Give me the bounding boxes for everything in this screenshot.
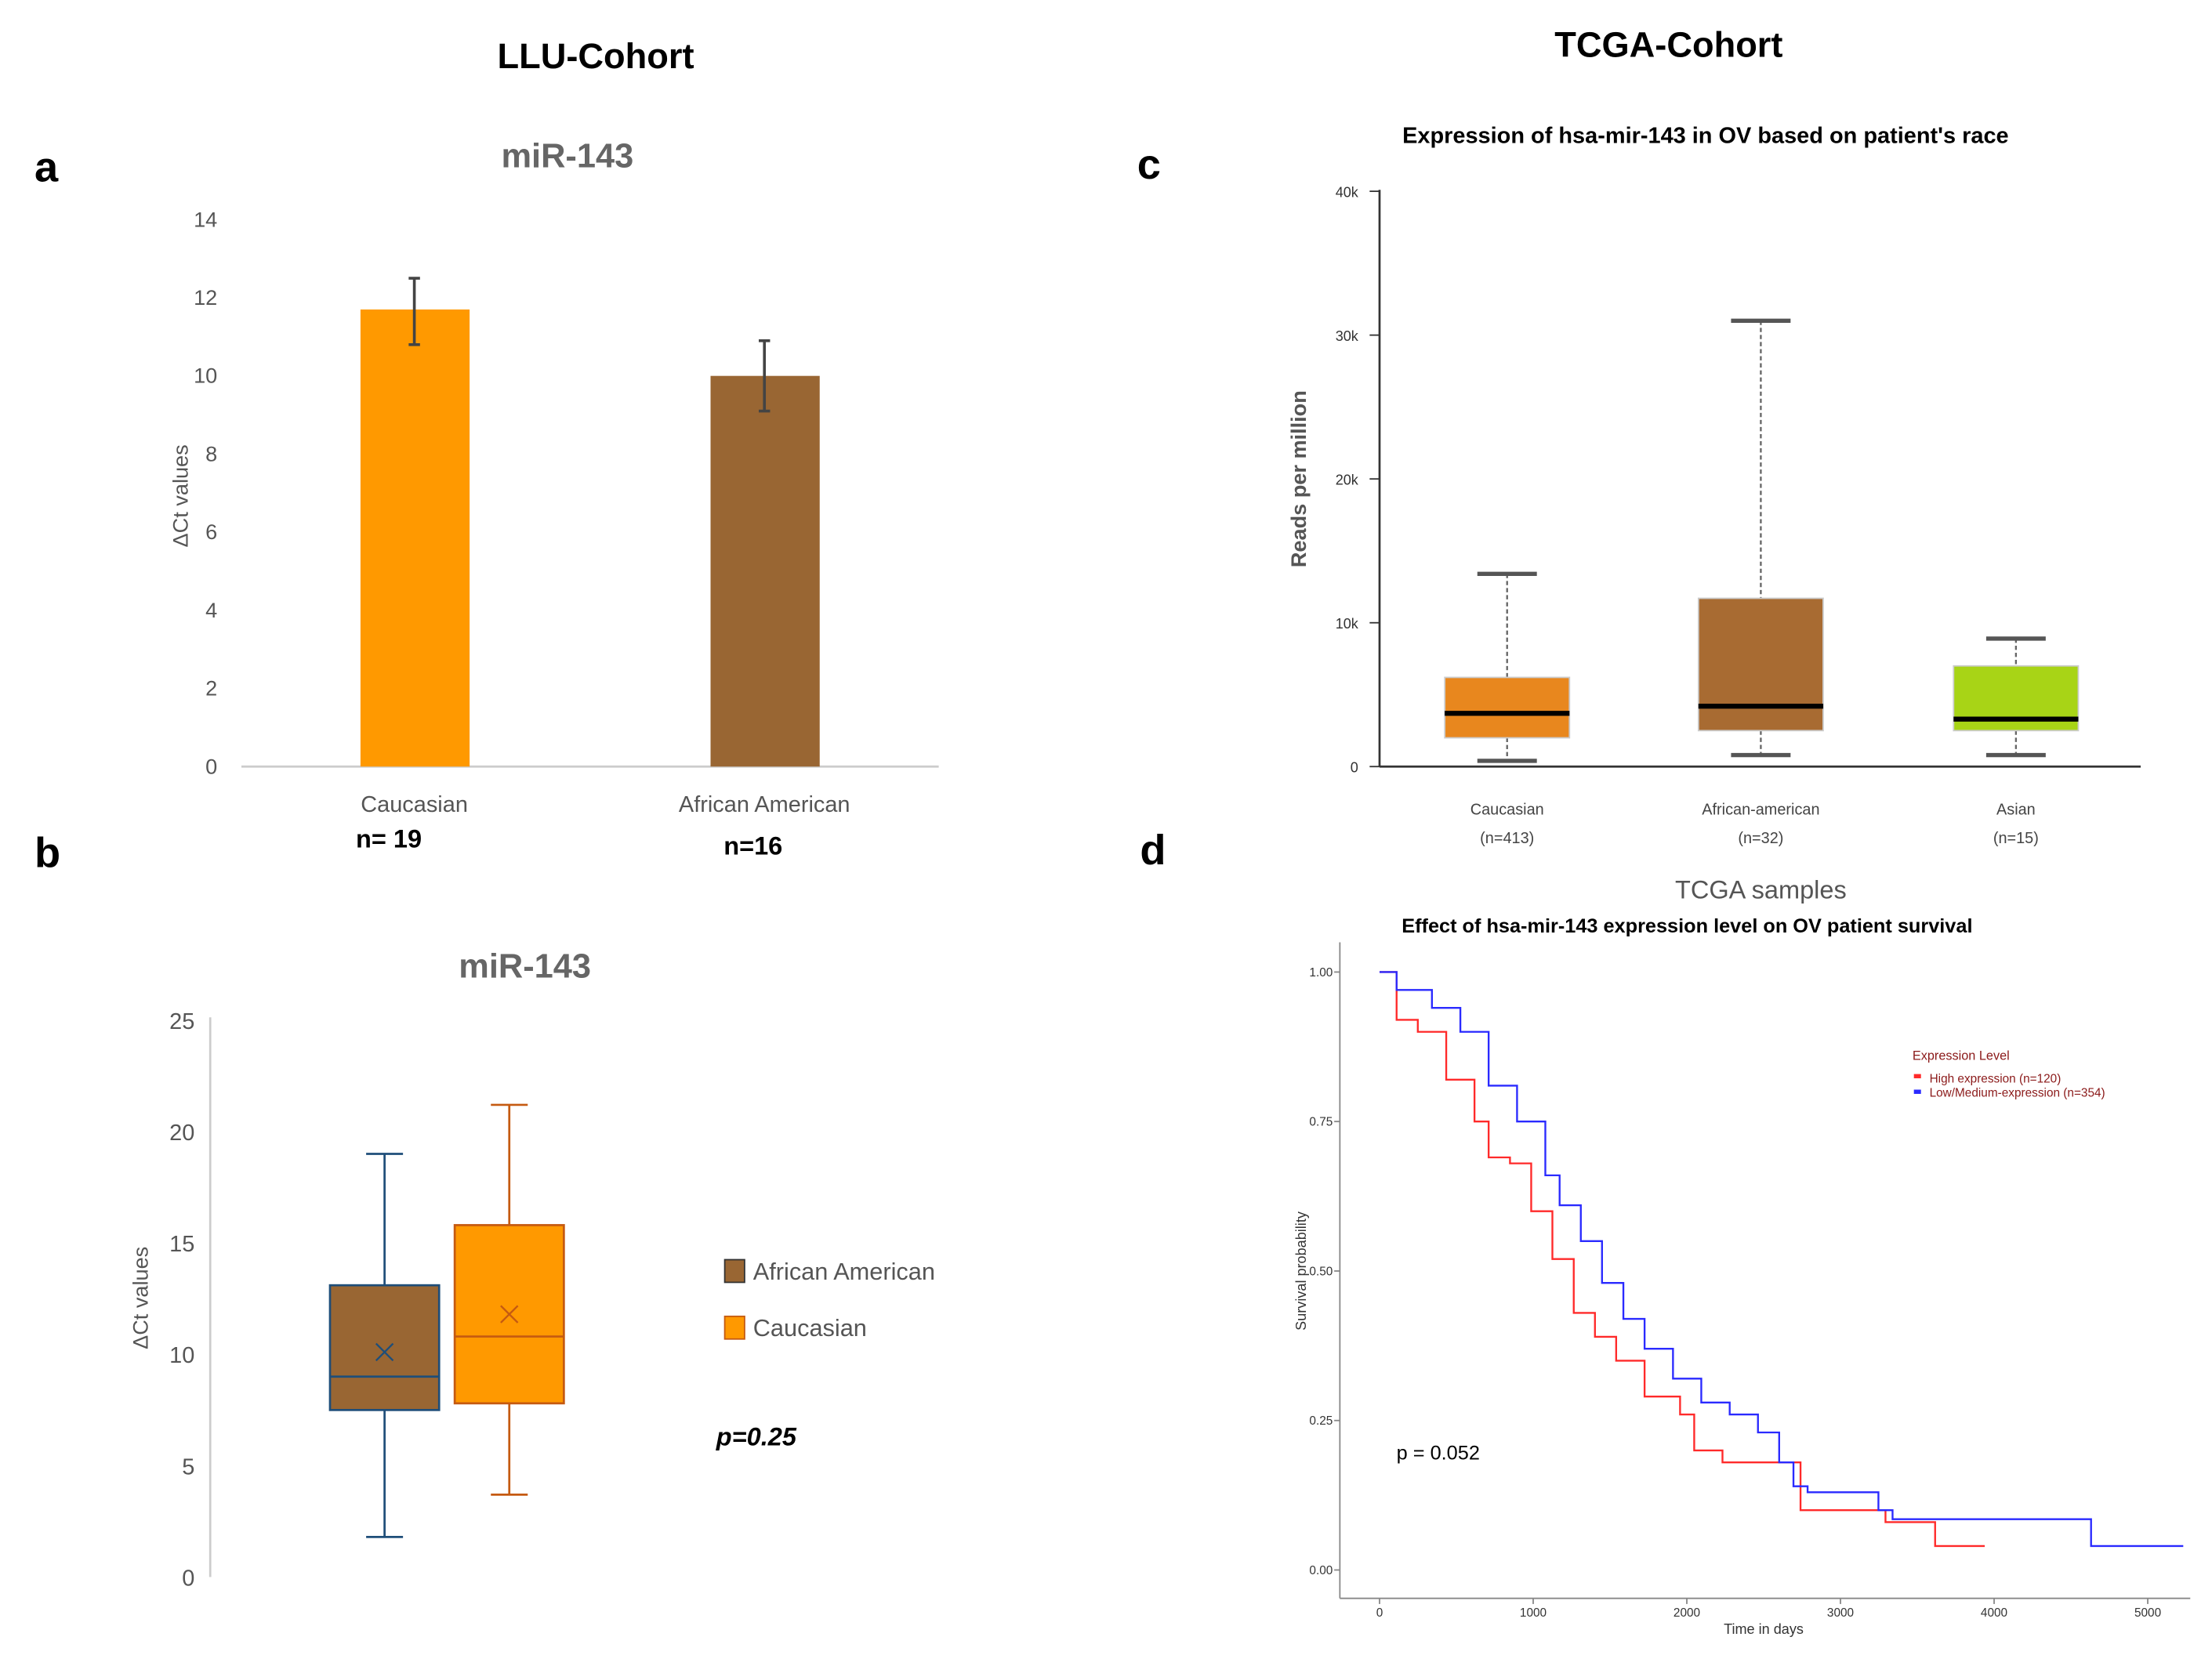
panel-label-c: c [1137,141,1161,188]
panel-b-p-value: p=0.25 [716,1422,797,1450]
y-tick-label: 0.50 [1309,1265,1333,1278]
panel-d-p-value: p = 0.052 [1397,1442,1480,1464]
panel-d-ylabel: Survival probability [1293,1211,1309,1331]
legend-swatch-low [1913,1089,1921,1094]
y-tick-label: 10k [1336,616,1359,632]
y-tick-label: 40k [1336,184,1359,200]
y-tick-label: 12 [194,285,217,310]
legend-swatch-high [1913,1074,1921,1079]
sample-size-label: (n=15) [1993,830,2039,847]
panel-label-b: b [34,830,60,877]
legend-swatch-caucasian [723,1315,745,1340]
panel-c-title: Expression of hsa-mir-143 in OV based on… [1402,124,2009,149]
box [1697,597,1824,732]
sample-size-label: n=16 [723,831,782,860]
y-tick-label: 0.25 [1309,1414,1333,1428]
y-tick-label: 20 [169,1121,194,1146]
y-tick-label: 5 [182,1454,194,1479]
heading-tcga-cohort: TCGA-Cohort [1554,24,1782,64]
panel-label-a: a [34,143,59,190]
error-bar [408,277,420,346]
x-tick-label: Caucasian [1470,802,1544,819]
y-tick-label: 10 [194,364,217,388]
error-bar [758,339,771,413]
y-tick-label: 14 [194,207,217,231]
heading-llu-cohort: LLU-Cohort [498,36,694,76]
box [328,1284,441,1411]
panel-b-title: miR-143 [459,948,591,986]
mean-marker [500,1305,519,1324]
x-tick-label: African American [679,792,850,817]
panel-c-box-plot: Expression of hsa-mir-143 in OV based on… [1286,124,2141,847]
sample-size-label: (n=32) [1738,830,1783,847]
x-tick-label: 3000 [1827,1606,1854,1620]
panel-label-d: d [1140,827,1166,874]
legend-label-high: High expression (n=120) [1930,1072,2062,1085]
sample-size-label: (n=413) [1480,830,1534,847]
panel-b-box-plot: miR-143 ΔCt values African American Cauc… [129,948,935,1592]
survival-curve-low [1379,971,2184,1548]
panel-c-ylabel: Reads per million [1286,390,1311,567]
bar-caucasian [360,309,470,767]
bar-african-american [710,375,820,767]
panel-d-xlabel: Time in days [1724,1621,1804,1637]
panel-b-ylabel: ΔCt values [129,1247,153,1349]
box [1444,676,1571,739]
y-tick-label: 0.75 [1309,1116,1333,1129]
legend-title: Expression Level [1913,1049,2010,1063]
panel-d-title: Effect of hsa-mir-143 expression level o… [1402,915,1972,937]
sample-size-label: n= 19 [356,824,422,853]
y-tick-label: 4 [205,598,217,622]
y-tick-label: 8 [205,441,217,465]
x-tick-label: 4000 [1981,1606,2007,1620]
y-tick-label: 6 [205,520,217,544]
x-tick-label: Caucasian [361,792,468,817]
whisker [366,1153,404,1538]
y-tick-label: 0 [205,754,217,778]
legend-label-caucasian: Caucasian [753,1314,867,1342]
y-tick-label: 2 [205,676,217,701]
panel-a-ylabel: ΔCt values [168,444,192,547]
survival-curve-high [1379,971,1985,1548]
y-tick-label: 0 [182,1566,194,1591]
y-tick-label: 20k [1336,472,1359,487]
panel-d-supertitle: TCGA samples [1675,875,1847,904]
mean-marker [375,1342,394,1362]
x-tick-label: African-american [1702,802,1819,819]
whisker-cap [1985,636,2046,758]
whisker-cap [1731,318,1791,758]
x-tick-label: 1000 [1520,1606,1547,1620]
x-tick-label: Asian [1996,802,2036,819]
legend-swatch-african-american [723,1258,745,1284]
legend-label-low: Low/Medium-expression (n=354) [1930,1087,2105,1100]
y-tick-label: 30k [1336,328,1359,344]
y-tick-label: 10 [169,1343,194,1368]
x-tick-label: 0 [1376,1606,1383,1620]
whisker-cap [1477,571,1537,763]
x-tick-label: 5000 [2134,1606,2161,1620]
panel-a-bar-chart: miR-143 ΔCt values 0 2 4 6 8 10 12 14 Caucasian n… [168,137,939,860]
panel-d-survival-plot: TCGA samples Effect of hsa-mir-143 expre… [1293,875,2191,1637]
y-tick-label: 25 [169,1009,194,1034]
x-tick-label: 2000 [1674,1606,1700,1620]
y-tick-label: 0 [1351,759,1358,775]
y-tick-label: 1.00 [1309,966,1333,980]
y-tick-label: 0.00 [1309,1564,1333,1577]
legend-label-african-american: African American [753,1258,935,1285]
panel-a-title: miR-143 [501,137,633,175]
y-tick-label: 15 [169,1232,194,1257]
whisker [491,1103,528,1496]
